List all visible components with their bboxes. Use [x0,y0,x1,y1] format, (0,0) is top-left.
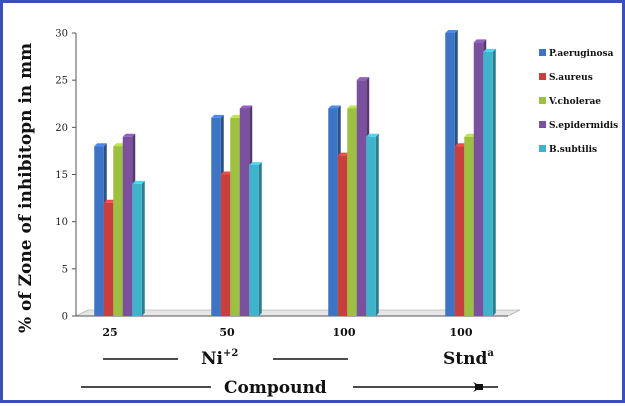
bar-side [141,180,145,316]
x-tick-label: 100 [333,326,356,339]
bar-top [445,30,458,33]
bar-top [230,114,243,118]
legend: P.aeruginosa S.aureus V.cholerae S.epidermi… [539,49,618,155]
y-tick-label: 0 [62,312,68,323]
group-label-stnd: Stnda [443,348,494,369]
bar-face [230,117,240,317]
bar-face [356,80,367,317]
x-tick-label: 50 [219,326,235,339]
y-tick-label: 5 [62,264,68,275]
bar-top [122,133,136,137]
legend-item: S.epidermidis [539,121,618,131]
y-tick-label: 10 [55,217,68,228]
bar-side [492,48,496,316]
legend-swatch [539,97,546,104]
bar-face [445,33,455,316]
x-axis-ticks: 25 50 100 100 [102,326,472,339]
group-label-ni: Ni+2 [103,348,348,369]
group-label-stnd-main: Stnd [443,349,487,369]
bar-side [375,133,379,316]
bars-layer [94,30,496,317]
bar-face [94,146,104,316]
bar-top [220,171,234,175]
x-tick-label: 25 [102,326,117,339]
bar-face [337,155,348,316]
bar-top [473,39,487,43]
group-label-ni-text: Ni+2 [201,348,238,369]
legend-label: S.epidermidis [549,121,618,131]
bar-top [356,77,370,81]
y-axis-label: % of Zone of inhibitopn in mm [16,43,36,333]
legend-label: B.subtilis [549,145,597,155]
bar-face [473,42,484,316]
y-tick-label: 25 [55,76,68,87]
bar-top [211,114,224,118]
bar-face [122,136,133,316]
bar-top [328,105,341,109]
bar-top [132,180,145,184]
bar-chart: 0 5 10 15 20 25 30 25 50 100 100 % of Zone of inh… [16,29,618,399]
bar-top [337,152,351,156]
bar-face [220,174,231,316]
bar-top [483,48,496,52]
bar-top [464,133,477,137]
y-tick-label: 15 [55,170,68,181]
bar-top [366,133,379,137]
bar-face [113,146,123,316]
legend-label: V.cholerae [548,97,601,107]
legend-swatch [539,49,546,56]
bar-face [366,136,376,316]
bar-face [103,202,114,316]
compound-label: Compound [224,378,327,398]
group-label-ni-sup: +2 [223,348,238,359]
legend-label: S.aureus [549,73,593,83]
bar-bsubtilis-3 [483,48,496,316]
bar-top [347,105,360,109]
bar-face [249,165,259,316]
group-label-stnd-text: Stnda [443,348,494,369]
y-tick-label: 20 [55,123,68,134]
bar-face [483,51,493,316]
bar-face [347,108,357,316]
group-label-stnd-sup: a [487,348,494,359]
bar-bsubtilis-2 [366,133,379,316]
bar-face [464,136,474,316]
y-axis-ticks: 0 5 10 15 20 25 30 [55,29,76,323]
legend-swatch [539,145,546,152]
bar-top [239,105,253,109]
bar-face [132,183,142,316]
legend-item: S.aureus [539,73,593,83]
legend-swatch [539,121,546,128]
bar-top [94,143,107,147]
bar-face [454,146,465,316]
bar-bsubtilis-0 [132,180,145,316]
arrow-icon [473,382,483,392]
bar-bsubtilis-1 [249,162,262,316]
bar-face [211,117,221,317]
group-label-ni-main: Ni [201,349,224,369]
bar-face [328,108,338,316]
bar-top [454,143,468,147]
bar-side [258,162,262,316]
bar-top [103,199,117,203]
legend-label: P.aeruginosa [549,49,614,59]
bar-top [249,162,262,166]
legend-item: B.subtilis [539,145,597,155]
compound-label-group: Compound [81,378,498,398]
bar-top [113,143,126,147]
x-tick-label: 100 [450,326,473,339]
y-tick-label: 30 [55,29,68,40]
bar-face [239,108,250,316]
legend-swatch [539,73,546,80]
legend-item: P.aeruginosa [539,49,614,59]
legend-item: V.cholerae [539,97,601,107]
